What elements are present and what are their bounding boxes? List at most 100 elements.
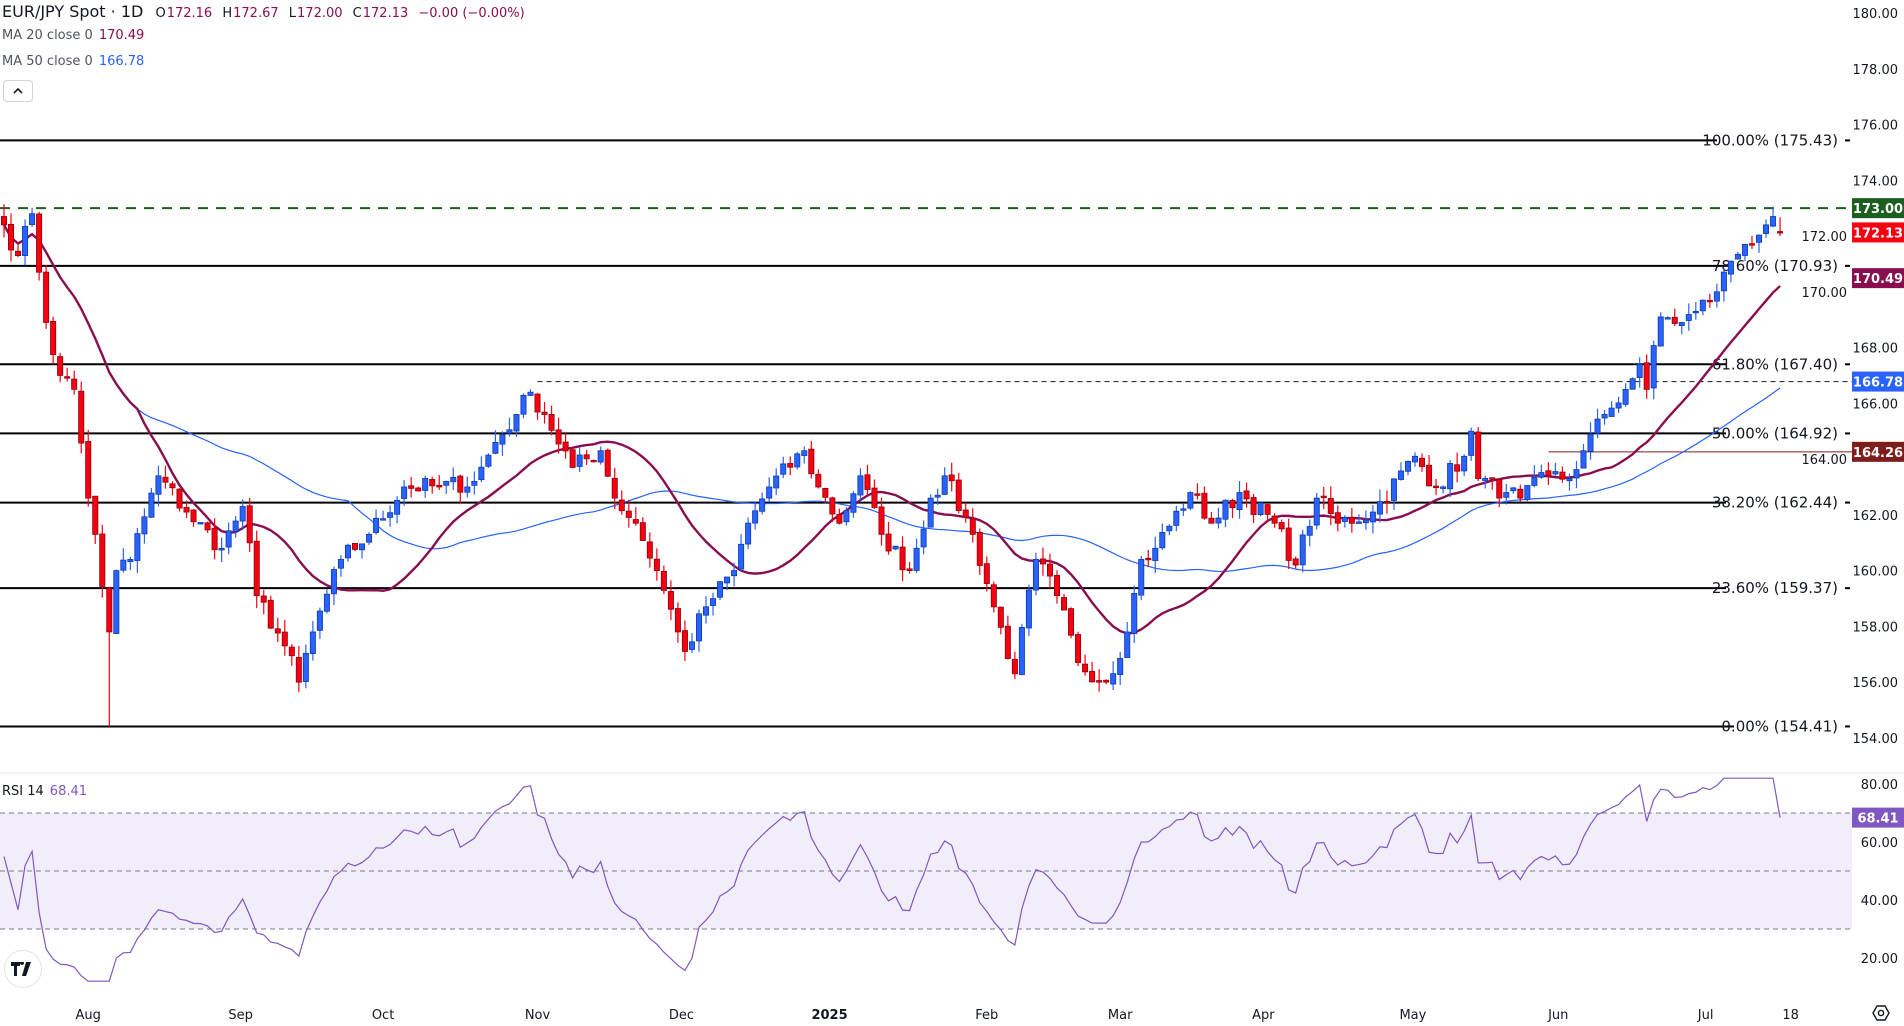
candle-body xyxy=(344,544,351,559)
candle-body xyxy=(822,488,829,498)
candle-up xyxy=(745,517,752,549)
candle-body xyxy=(1025,589,1032,629)
rsi-tick-label: 20.00 xyxy=(1861,952,1898,967)
candle-up xyxy=(443,480,450,494)
candle-body xyxy=(513,414,520,432)
price-tick-label: 178.00 xyxy=(1853,63,1899,78)
collapse-legend-button[interactable] xyxy=(3,80,33,102)
candle-body xyxy=(302,652,309,682)
tradingview-logo[interactable] xyxy=(4,950,42,988)
candle-down xyxy=(548,405,555,436)
candle-body xyxy=(485,454,492,467)
price-axis: 180.00 178.00 176.00 174.00 172.00 170.00 168.… xyxy=(1802,7,1899,967)
candle-down xyxy=(653,548,660,581)
candle-down xyxy=(534,392,541,420)
candle-body xyxy=(941,475,948,495)
rsi-legend[interactable]: RSI 14 68.41 xyxy=(2,784,87,799)
candle-down xyxy=(436,475,443,490)
candle-down xyxy=(822,487,829,504)
candle-down xyxy=(1046,553,1053,589)
candle-body xyxy=(309,631,316,654)
candle-down xyxy=(990,581,997,613)
candle-body xyxy=(1152,547,1159,561)
candle-up xyxy=(710,592,717,616)
candle-body xyxy=(976,531,983,566)
candle-down xyxy=(1334,505,1341,532)
rsi-line xyxy=(3,777,1781,982)
time-tick-label: Feb xyxy=(975,1008,998,1023)
ma20-legend[interactable]: MA 20 close 0 170.49 xyxy=(2,28,144,43)
candle-body xyxy=(1243,490,1250,500)
price-badge: 173.00 xyxy=(1852,198,1904,219)
candle-down xyxy=(57,352,64,383)
candle-up xyxy=(1622,383,1629,407)
price-badge-text: 166.78 xyxy=(1853,376,1903,391)
candle-body xyxy=(667,591,674,610)
candle-up xyxy=(218,537,225,563)
candle-up xyxy=(1664,316,1671,320)
candle-down xyxy=(1559,466,1566,483)
candle-up xyxy=(1341,515,1348,528)
candle-body xyxy=(0,216,7,226)
candle-body xyxy=(1531,476,1538,486)
ma20-path xyxy=(2,224,1781,635)
candle-up xyxy=(1018,623,1025,676)
candle-up xyxy=(1503,484,1510,505)
symbol-title[interactable]: EUR/JPY Spot · 1D xyxy=(2,2,144,21)
candle-body xyxy=(1545,470,1552,477)
candle-up xyxy=(225,522,232,555)
candle-down xyxy=(632,507,639,526)
time-tick-label: Nov xyxy=(525,1008,551,1023)
candle-down xyxy=(204,521,211,533)
candle-body xyxy=(604,449,611,477)
candle-body xyxy=(295,656,302,683)
candle-body xyxy=(190,509,197,523)
low-label: L xyxy=(288,6,297,21)
candle-up xyxy=(1306,519,1313,547)
candle-down xyxy=(36,211,43,281)
low-value: 172.00 xyxy=(297,6,343,21)
candle-up xyxy=(688,633,695,654)
candle-body xyxy=(695,613,702,642)
candle-down xyxy=(1264,503,1271,521)
rsi-band xyxy=(0,812,1852,930)
candle-body xyxy=(1706,299,1713,303)
candle-body xyxy=(401,486,408,499)
fib-label: 38.20% (162.44) xyxy=(1712,494,1838,512)
candle-body xyxy=(1166,525,1173,532)
candle-body xyxy=(1236,492,1243,511)
candle-up xyxy=(1440,485,1447,494)
candle-up xyxy=(1770,206,1777,228)
candle-up xyxy=(1152,536,1159,574)
candle-up xyxy=(857,468,864,503)
settings-gear-icon[interactable] xyxy=(1872,1004,1890,1022)
candle-up xyxy=(492,430,499,455)
candle-down xyxy=(106,586,113,727)
candle-up xyxy=(1699,299,1706,316)
candle-down xyxy=(267,595,274,630)
candle-up xyxy=(134,527,141,573)
candle-down xyxy=(1011,651,1018,680)
candle-up xyxy=(1215,507,1222,529)
ma50-legend[interactable]: MA 50 close 0 166.78 xyxy=(2,54,144,69)
candle-down xyxy=(1096,669,1103,692)
candle-body xyxy=(1383,500,1390,504)
candle-down xyxy=(871,479,878,509)
candle-down xyxy=(50,316,57,365)
candle-down xyxy=(1271,513,1278,528)
candle-up xyxy=(1524,485,1531,502)
ma50-line xyxy=(3,224,1781,573)
candle-body xyxy=(611,477,618,499)
candle-body xyxy=(1257,502,1264,516)
candle-body xyxy=(934,494,941,498)
candle-body xyxy=(618,499,625,512)
candle-down xyxy=(1208,511,1215,524)
price-badge-bg xyxy=(1852,198,1904,219)
rsi-badge-bg xyxy=(1852,807,1904,828)
candle-up xyxy=(920,520,927,555)
candle-up xyxy=(1257,502,1264,517)
candle-body xyxy=(1348,517,1355,524)
candle-body xyxy=(1271,515,1278,524)
price-tick-label: 160.00 xyxy=(1853,565,1899,580)
